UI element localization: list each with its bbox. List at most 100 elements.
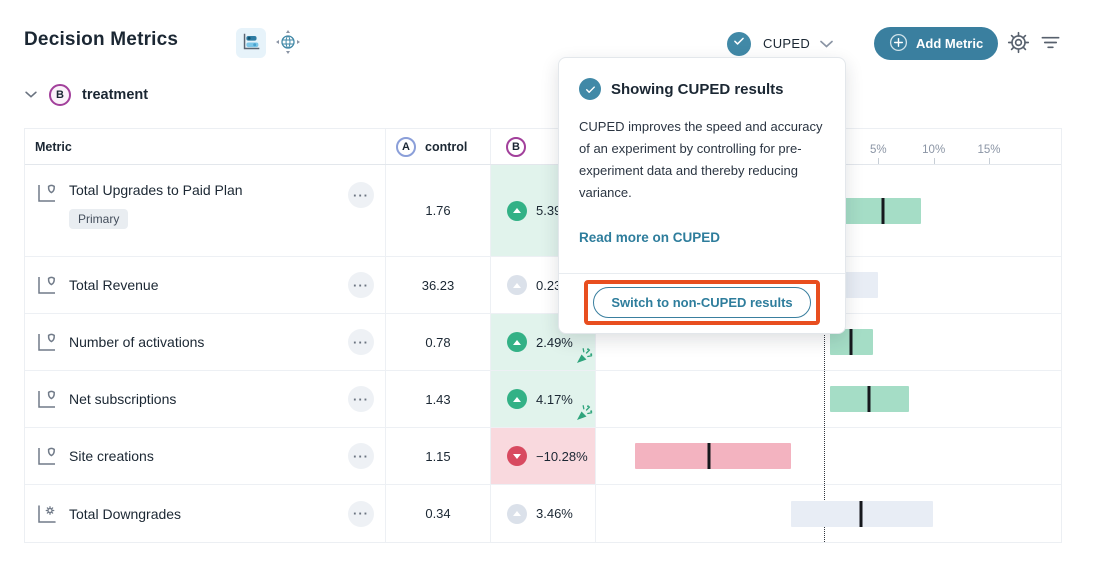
table-row: Site creations ··· 1.15 −10.28% — [25, 428, 1061, 485]
filter-lines-icon — [1039, 31, 1062, 57]
confidence-interval-bar — [829, 386, 910, 412]
chevron-down-icon[interactable] — [24, 86, 38, 104]
point-estimate-tick — [881, 197, 885, 224]
treatment-b-badge: B — [506, 136, 526, 157]
delta-cell: 3.46% — [491, 485, 596, 542]
variant-b-badge: B — [49, 84, 71, 106]
globe-explore-icon — [275, 29, 301, 58]
delta-value: −10.28% — [536, 448, 588, 464]
forest-plot-view-button[interactable] — [236, 28, 266, 58]
control-value: 0.34 — [386, 485, 491, 542]
metric-gear-icon — [35, 503, 57, 525]
table-row: Total Revenue ··· 36.23 0.23% — [25, 257, 1061, 314]
point-estimate-tick — [867, 386, 871, 412]
metric-shield-icon — [35, 445, 57, 467]
confetti-icon — [574, 403, 594, 426]
delta-value: 4.17% — [536, 391, 573, 407]
table-row: Total Downgrades ··· 0.34 3.46% — [25, 485, 1061, 542]
chart-axis-header: 5% 10% 15% — [596, 129, 1061, 164]
axis-tick-label: 5% — [870, 144, 887, 156]
control-value: 1.76 — [386, 165, 491, 256]
control-value: 36.23 — [386, 257, 491, 313]
metric-name-link[interactable]: Net subscriptions — [69, 391, 177, 407]
filter-button[interactable] — [1039, 31, 1062, 57]
column-header-control: A control — [386, 129, 491, 164]
delta-cell: −10.28% — [491, 428, 596, 484]
metric-name-link[interactable]: Total Downgrades — [69, 505, 182, 522]
point-estimate-tick — [707, 443, 711, 469]
metric-shield-icon — [35, 182, 57, 204]
column-header-metric: Metric — [25, 129, 386, 164]
metric-shield-icon — [35, 388, 57, 410]
cuped-dropdown-label[interactable]: CUPED — [763, 36, 811, 51]
checkmark-circle-icon — [579, 78, 601, 100]
annotation-highlight-box: Switch to non-CUPED results — [584, 280, 820, 325]
popover-title: Showing CUPED results — [611, 80, 784, 98]
gear-icon — [1007, 31, 1030, 57]
more-options-button[interactable]: ··· — [348, 182, 374, 208]
confidence-interval-bar — [634, 443, 791, 469]
metrics-table: Metric A control B 5% 10% 15% Total — [24, 128, 1062, 543]
page-title: Decision Metrics — [24, 29, 179, 50]
toolbar-right: CUPED Add Metric — [727, 27, 1062, 60]
axis-tick-label: 10% — [922, 144, 946, 156]
more-options-button[interactable]: ··· — [348, 443, 374, 469]
cuped-enabled-toggle[interactable] — [727, 31, 751, 56]
primary-tag: Primary — [69, 209, 129, 229]
add-metric-label: Add Metric — [916, 36, 984, 51]
control-value: 1.43 — [386, 371, 491, 427]
popover-body-text: CUPED improves the speed and accuracy of… — [579, 119, 823, 200]
plus-circle-icon — [889, 33, 908, 55]
ci-chart-cell — [596, 428, 1061, 484]
metric-name-link[interactable]: Site creations — [69, 448, 154, 464]
add-metric-button[interactable]: Add Metric — [874, 27, 999, 60]
chevron-down-icon[interactable] — [819, 39, 834, 49]
explore-view-button[interactable] — [275, 29, 301, 58]
settings-button[interactable] — [1007, 31, 1030, 57]
cuped-popover: Showing CUPED results CUPED improves the… — [558, 57, 846, 334]
control-value: 0.78 — [386, 314, 491, 370]
arrow-up-circle-icon — [507, 503, 527, 524]
metric-shield-icon — [35, 274, 57, 296]
control-a-badge: A — [396, 136, 416, 157]
confetti-icon — [574, 346, 594, 369]
read-more-link[interactable]: Read more on CUPED — [579, 230, 721, 245]
arrow-up-circle-icon — [507, 332, 527, 352]
checkmark-icon — [732, 34, 746, 53]
metric-name-link[interactable]: Total Revenue — [69, 277, 159, 293]
arrow-down-circle-icon — [507, 446, 527, 466]
view-toggle-icons — [236, 28, 301, 58]
point-estimate-tick — [859, 500, 863, 527]
forest-plot-icon — [239, 30, 263, 57]
point-estimate-tick — [849, 329, 852, 355]
more-options-button[interactable]: ··· — [348, 386, 374, 412]
switch-to-non-cuped-button[interactable]: Switch to non-CUPED results — [593, 287, 811, 318]
arrow-up-circle-icon — [507, 389, 527, 409]
arrow-up-circle-icon — [507, 275, 527, 295]
confidence-interval-bar — [790, 500, 933, 527]
axis-tick-label: 15% — [977, 144, 1001, 156]
control-header-label: control — [425, 139, 468, 154]
confidence-interval-bar — [845, 197, 922, 224]
control-value: 1.15 — [386, 428, 491, 484]
variant-label: treatment — [82, 87, 149, 103]
more-options-button[interactable]: ··· — [348, 500, 374, 527]
delta-cell: 4.17% — [491, 371, 596, 427]
variant-section-header[interactable]: B treatment — [24, 84, 148, 106]
arrow-up-circle-icon — [507, 200, 527, 221]
table-header-row: Metric A control B 5% 10% 15% — [25, 129, 1061, 165]
table-row: Total Upgrades to Paid Plan Primary ··· … — [25, 165, 1061, 257]
delta-value: 3.46% — [536, 506, 573, 521]
metric-name-link[interactable]: Number of activations — [69, 334, 205, 350]
table-row: Number of activations ··· 0.78 2.49% — [25, 314, 1061, 371]
ci-chart-cell — [596, 485, 1061, 542]
more-options-button[interactable]: ··· — [348, 272, 374, 298]
table-row: Net subscriptions ··· 1.43 4.17% — [25, 371, 1061, 428]
ci-chart-cell — [596, 165, 1061, 256]
delta-value: 2.49% — [536, 334, 573, 350]
metric-shield-icon — [35, 331, 57, 353]
more-options-button[interactable]: ··· — [348, 329, 374, 355]
ci-chart-cell — [596, 371, 1061, 427]
metric-name-link[interactable]: Total Upgrades to Paid Plan — [69, 182, 243, 198]
